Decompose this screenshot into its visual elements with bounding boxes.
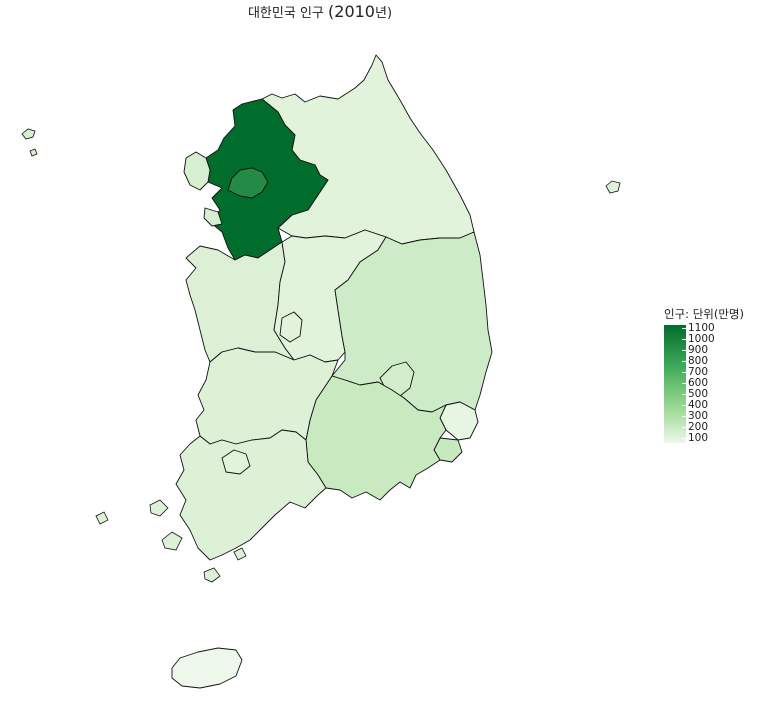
legend-tick-label: 500: [688, 388, 709, 400]
region-seoul[interactable]: [227, 167, 269, 199]
legend-tick-mark: [682, 383, 686, 384]
legend-tick-mark: [682, 405, 686, 406]
legend: 인구: 단위(만명) 1100 1000 900 800 700 600 500 400 300…: [664, 306, 763, 444]
legend-tick-mark: [682, 438, 686, 439]
island-ulleung: [605, 180, 621, 194]
legend-tick-label: 800: [688, 355, 709, 367]
legend-tick-mark: [682, 372, 686, 373]
legend-tick-label: 400: [688, 399, 709, 411]
region-gwangju[interactable]: [221, 449, 251, 475]
region-gangwon[interactable]: [261, 54, 475, 245]
legend-tick-mark: [682, 339, 686, 340]
legend-tick-mark: [682, 361, 686, 362]
region-incheon-south[interactable]: [203, 207, 223, 227]
legend-title: 인구: 단위(만명): [664, 307, 744, 321]
legend-tick-label: 600: [688, 377, 709, 389]
legend-body: 1100 1000 900 800 700 600 500 400 300 200 100: [664, 322, 763, 444]
island-small-1: [29, 148, 38, 157]
island-small-5: [95, 511, 109, 525]
legend-tick-label: 300: [688, 410, 709, 422]
legend-tick-mark: [682, 350, 686, 351]
island-baengnyeong: [21, 128, 36, 140]
map-title-suffix: 년): [374, 6, 393, 21]
legend-tick-mark: [682, 328, 686, 329]
map-title: 대한민국 인구 (2010년): [0, 2, 640, 21]
island-small-6: [233, 547, 247, 561]
map-title-prefix: 대한민국 인구: [247, 6, 324, 21]
island-small-3: [149, 499, 169, 517]
legend-tick-mark: [682, 394, 686, 395]
legend-tick-mark: [682, 427, 686, 428]
region-incheon[interactable]: [183, 151, 211, 191]
legend-tick-label: 200: [688, 421, 709, 433]
island-small-2: [161, 531, 183, 551]
region-chungnam[interactable]: [185, 241, 295, 363]
legend-tick-label: 1100: [688, 322, 715, 334]
region-jeonnam[interactable]: [175, 429, 327, 561]
legend-colorbar: [664, 325, 686, 443]
legend-tick-label: 700: [688, 366, 709, 378]
region-jeju[interactable]: [171, 647, 243, 689]
map-title-year: (2010: [328, 2, 375, 21]
legend-tick-label: 100: [688, 432, 709, 444]
legend-tick-label: 900: [688, 344, 709, 356]
region-daejeon[interactable]: [279, 311, 303, 343]
island-small-4: [203, 567, 221, 583]
legend-tick-mark: [682, 416, 686, 417]
legend-tick-label: 1000: [688, 333, 715, 345]
